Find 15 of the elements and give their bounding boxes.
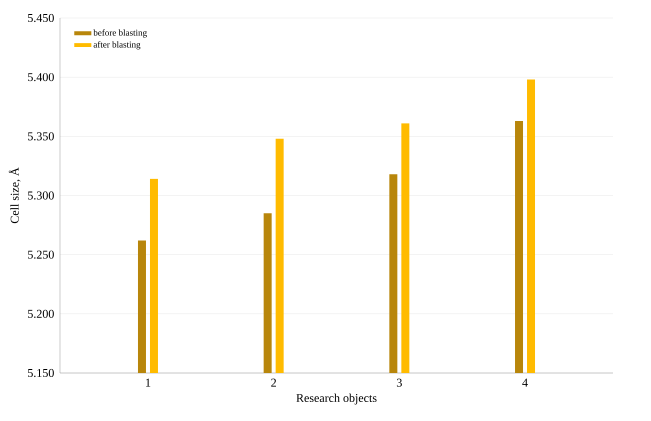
y-tick-label: 5.250 bbox=[28, 250, 54, 259]
legend-label: after blasting bbox=[94, 41, 140, 50]
y-tick-label: 5.400 bbox=[28, 73, 54, 82]
x-tick-label: 3 bbox=[396, 378, 402, 387]
x-tick-label: 1 bbox=[146, 378, 150, 387]
legend-label: before blasting bbox=[93, 29, 147, 38]
y-axis-title: Cell size, Å bbox=[8, 167, 20, 224]
y-tick-label: 5.200 bbox=[28, 310, 54, 318]
y-tick-label: 5.450 bbox=[28, 14, 54, 22]
y-tick-label: 5.350 bbox=[28, 132, 54, 140]
x-axis-title: Research objects bbox=[296, 394, 377, 404]
x-tick-label: 2 bbox=[271, 378, 276, 387]
x-tick-label: 4 bbox=[522, 378, 528, 387]
y-tick-label: 5.150 bbox=[28, 368, 54, 378]
y-tick-label: 5.300 bbox=[28, 191, 54, 200]
